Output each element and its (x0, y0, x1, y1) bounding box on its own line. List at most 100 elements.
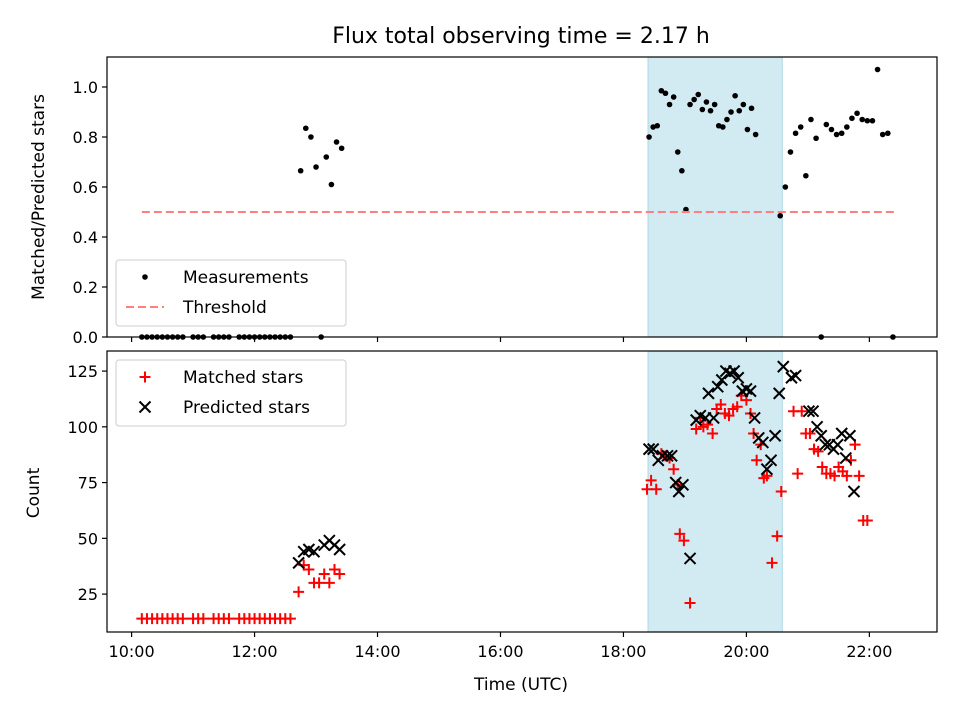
bottom-predicted-stars-point (802, 405, 816, 418)
top-measurements-point (808, 116, 814, 123)
bottom-y-axis-label: Count (24, 467, 44, 518)
bottom-matched-stars-point (775, 486, 787, 497)
bottom-predicted-stars-point (839, 451, 853, 465)
bottom-predicted-stars-point (656, 449, 669, 463)
bottom-predicted-stars-point (683, 552, 697, 565)
bottom-axes-frame (106, 350, 938, 633)
bottom-predicted-stars-point (711, 380, 724, 393)
top-threshold-legend-label: Threshold (182, 298, 267, 318)
top-measurements-point (323, 154, 330, 160)
bottom-matched-stars-legend-label: Matched stars (183, 368, 303, 388)
top-measurements-point (792, 130, 799, 137)
bottom-matched-stars-point (684, 597, 696, 609)
bottom-predicted-stars-point (789, 369, 802, 382)
top-measurements-point (707, 107, 714, 114)
top-measurements-point (813, 135, 819, 142)
top-measurements-point (646, 134, 652, 140)
top-measurements-point (662, 90, 669, 97)
bottom-matched-stars-point (861, 514, 873, 526)
top-measurements-point (699, 106, 706, 113)
bottom-matched-stars-point (334, 568, 346, 580)
top-y-tick-label: 0.6 (73, 178, 98, 197)
bottom-matched-stars-legend-marker (139, 371, 151, 383)
x-tick-label: 10:00 (109, 642, 155, 661)
top-measurements-point (302, 125, 309, 132)
bottom-matched-stars-point (715, 399, 727, 411)
bottom-matched-stars-point (318, 568, 330, 580)
bottom-predicted-stars-point (847, 485, 861, 498)
bottom-matched-stars-point (723, 410, 735, 422)
bottom-matched-stars-point (197, 613, 209, 625)
bottom-legend: Matched stars Predicted stars (115, 359, 347, 427)
top-measurements-point (724, 116, 730, 123)
top-measurements-point (874, 66, 881, 73)
top-measurements-point (679, 167, 685, 174)
top-panel: 0.0 0.2 0.4 0.6 0.8 1.0 Measurements Threshold (73, 56, 938, 347)
bottom-predicted-stars-legend-label: Predicted stars (183, 398, 310, 418)
bottom-matched-stars-point (177, 613, 189, 625)
bottom-predicted-stars-point (292, 556, 305, 570)
top-measurements-point (748, 105, 755, 112)
bottom-predicted-stars-point (333, 543, 346, 556)
bottom-matched-stars-point (761, 470, 773, 482)
top-measurements-point (864, 117, 871, 124)
bottom-y-tick-label: 75 (78, 474, 98, 493)
bottom-matched-stars-point (678, 535, 690, 547)
bottom-matched-stars-point (674, 528, 686, 540)
bottom-matched-stars-point (668, 463, 680, 475)
bottom-predicted-stars-point (760, 462, 774, 476)
bottom-predicted-stars-point (748, 411, 761, 425)
top-measurements-point (838, 130, 845, 137)
bottom-predicted-stars-point (810, 420, 824, 434)
bottom-matched-stars-point (313, 577, 325, 589)
bottom-y-tick-label: 125 (67, 362, 98, 381)
bottom-predicted-stars-point (777, 360, 790, 373)
bottom-predicted-stars-point (672, 485, 685, 498)
bottom-matched-stars-point (841, 470, 853, 482)
top-measurements-point (740, 101, 747, 108)
bottom-predicted-stars-point (764, 454, 778, 467)
x-tick-label: 18:00 (600, 642, 646, 661)
x-tick-label: 16:00 (477, 642, 523, 661)
top-measurements-point (338, 145, 345, 152)
bottom-predicted-stars-point (843, 429, 857, 442)
top-measurements-point (787, 149, 794, 155)
top-measurements-point (744, 126, 751, 133)
top-measurements-point (803, 172, 809, 179)
top-measurements-point (823, 121, 830, 128)
bottom-predicted-stars-point (669, 476, 682, 489)
top-measurements-legend-marker (142, 274, 148, 280)
top-measurements-point (732, 92, 738, 99)
bottom-plot-area (136, 360, 873, 625)
top-measurements-point (728, 109, 734, 115)
bottom-matched-stars-point (694, 412, 706, 424)
bottom-matched-stars-point (650, 483, 662, 495)
bottom-matched-stars-point (792, 468, 804, 480)
bottom-predicted-stars-point (819, 438, 832, 451)
top-measurements-point (674, 149, 681, 155)
top-y-tick-label: 1.0 (73, 78, 98, 97)
top-y-tick-label: 0.4 (73, 228, 98, 247)
bottom-matched-stars-point (804, 428, 816, 440)
bottom-matched-stars-point (293, 586, 305, 598)
bottom-y-tick-label: 25 (78, 585, 98, 604)
top-highlight-span (647, 56, 783, 338)
bottom-matched-stars-point (323, 577, 335, 589)
bottom-matched-stars-point (751, 454, 763, 466)
bottom-predicted-stars-legend-marker (138, 400, 152, 414)
top-measurements-point (752, 131, 759, 138)
bottom-predicted-stars-point (732, 371, 745, 384)
bottom-matched-stars-point (766, 557, 778, 569)
x-axis-label: Time (UTC) (473, 675, 568, 695)
x-tick-label: 22:00 (846, 642, 892, 661)
chart-title: Flux total observing time = 2.17 h (332, 24, 710, 49)
bottom-matched-stars-point (829, 470, 841, 482)
bottom-matched-stars-point (771, 530, 783, 542)
top-y-tick-label: 0.0 (73, 328, 98, 347)
bottom-predicted-stars-point (727, 364, 741, 378)
bottom-matched-stars-point (223, 613, 235, 625)
top-measurements-point (869, 117, 876, 124)
bottom-predicted-stars-point (707, 411, 720, 425)
bottom-matched-stars-point (853, 470, 865, 482)
